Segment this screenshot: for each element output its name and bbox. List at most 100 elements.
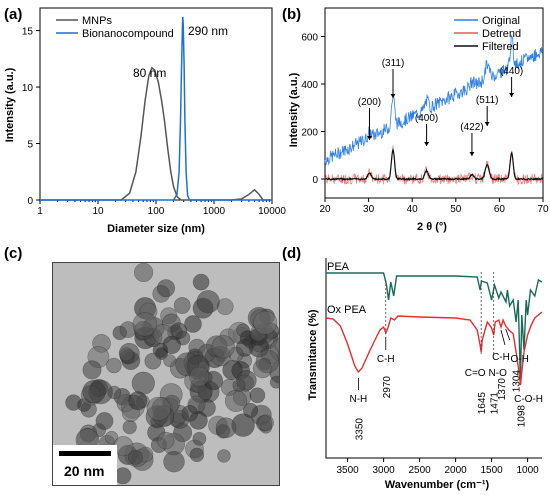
panel-d-xtick-label: 2000 xyxy=(444,465,467,476)
nanoparticle xyxy=(131,371,155,395)
nanoparticle xyxy=(122,420,137,435)
nanoparticle xyxy=(104,431,119,445)
panel-d-xtick-label: 3000 xyxy=(372,465,395,476)
scale-bar-label: 20 nm xyxy=(64,463,104,479)
nanoparticle xyxy=(134,263,154,282)
nanoparticle xyxy=(257,414,274,431)
panel-b-xlabel: 2 θ (°) xyxy=(417,221,447,233)
panel-a-xtick-label: 1000 xyxy=(203,206,226,217)
panel-d-xtick-label: 1500 xyxy=(480,465,503,476)
tem-micrograph: 20 nm xyxy=(52,262,280,486)
panel-a-xlabel: Diameter size (nm) xyxy=(107,223,205,235)
panel-a-series-bionanocompound xyxy=(40,16,272,201)
panel-d-annotation-arrow xyxy=(505,328,511,341)
panel-b-xtick-label: 40 xyxy=(407,204,419,215)
panel-d-annotation-value: 1471 xyxy=(490,392,501,415)
panel-d-annotation-label: C-H xyxy=(377,354,395,365)
panel-d-axes xyxy=(325,258,542,459)
nanoparticle xyxy=(181,405,199,422)
nanoparticle xyxy=(119,347,134,362)
panel-d-annotation-label: O-H xyxy=(511,354,529,365)
panel-b-ytick-label: 200 xyxy=(301,128,318,139)
panel-b-ytick-label: 600 xyxy=(301,33,318,44)
nanoparticle xyxy=(132,312,158,337)
panel-b-xtick-label: 20 xyxy=(319,204,331,215)
nanoparticle xyxy=(269,375,279,389)
nanoparticle xyxy=(249,387,266,404)
panel-b-xtick-label: 70 xyxy=(537,204,549,215)
nanoparticle xyxy=(224,389,248,412)
nanoparticle xyxy=(215,417,237,439)
nanoparticle xyxy=(163,354,177,368)
panel-b-peak-arrowhead xyxy=(390,94,396,98)
nanoparticle xyxy=(211,334,235,359)
nanoparticle xyxy=(253,310,278,335)
panel-b-chart: 20 30 40 50 60 70 0 200 400 600 (200) (311) (400) (42… xyxy=(301,7,549,215)
panel-b-peak-arrowhead xyxy=(424,142,430,146)
panel-b-legend-original: Original xyxy=(482,15,520,27)
panel-a-series-mnps xyxy=(40,66,272,201)
panel-a-letter: (a) xyxy=(4,6,22,23)
panel-a-chart: 1 10 100 1000 10000 0 5 10 15 xyxy=(22,7,286,217)
nanoparticle xyxy=(162,335,182,355)
panel-d-series-pea xyxy=(326,272,543,381)
nanoparticle xyxy=(196,290,220,314)
nanoparticle xyxy=(232,378,246,392)
panel-d-series-oxpea xyxy=(325,311,543,386)
nanoparticle xyxy=(184,315,202,333)
nanoparticle xyxy=(163,451,185,473)
nanoparticle xyxy=(127,450,143,465)
panel-a-xtick-label: 10 xyxy=(92,206,104,217)
panel-b-peak-label: (440) xyxy=(500,66,523,77)
panel-b-peak-label: (400) xyxy=(415,113,438,124)
panel-b-ylabel: Intensity (a.u.) xyxy=(288,72,300,147)
nanoparticle xyxy=(170,322,188,340)
panel-d-series-oxpea: Ox PEA xyxy=(327,304,367,316)
panel-b-legend-filtered: Filtered xyxy=(482,41,519,53)
panel-d-xtick-label: 2500 xyxy=(408,465,431,476)
panel-d-ylabel: Transmitance (%) xyxy=(307,309,319,400)
panel-b-xtick-label: 30 xyxy=(363,204,375,215)
panel-b-xtick-label: 50 xyxy=(450,204,462,215)
panel-b-peak-label: (422) xyxy=(460,122,483,133)
panel-a-ytick-label: 15 xyxy=(22,27,34,38)
panel-a-annotation-290: 290 nm xyxy=(188,24,228,38)
nanoparticle xyxy=(95,412,114,430)
panel-d-annotation-label: C-H xyxy=(492,352,510,363)
nanoparticle xyxy=(128,391,148,411)
panel-b-series-detrend xyxy=(324,145,544,185)
panel-b-peak-label: (311) xyxy=(382,58,405,69)
nanoparticle xyxy=(114,467,132,485)
panel-a-xtick-label: 100 xyxy=(148,206,165,217)
panel-b-xtick-label: 60 xyxy=(494,204,506,215)
nanoparticle xyxy=(157,279,176,298)
panel-b-legend-detrend: Detrend xyxy=(482,28,521,40)
panel-b-frame xyxy=(324,7,544,199)
panel-d-annotation-label: N-O xyxy=(489,368,508,379)
panel-d-series-pea: PEA xyxy=(327,261,350,273)
nanoparticle xyxy=(189,447,205,463)
panel-d-annotation-value: 3350 xyxy=(354,418,365,441)
panel-b-peak-arrowhead xyxy=(484,122,490,126)
panel-a-ytick-label: 5 xyxy=(27,140,33,151)
panel-a-legend-bionano: Bionanocompound xyxy=(82,28,174,40)
nanoparticle xyxy=(82,360,102,380)
panel-a-ylabel: Intensity (a.u.) xyxy=(4,67,16,142)
panel-b-peak-arrowhead xyxy=(366,136,372,140)
nanoparticle xyxy=(235,339,254,357)
panel-b-series-filtered xyxy=(324,148,544,182)
panel-b-letter: (b) xyxy=(282,6,301,23)
panel-d-xtick-label: 3500 xyxy=(336,465,359,476)
panel-d-annotation-value: 1304 xyxy=(512,370,523,393)
panel-d-xtick-label: 1000 xyxy=(516,465,539,476)
panel-d-letter: (d) xyxy=(282,245,301,262)
panel-d-annotation-value: 1098 xyxy=(517,405,528,428)
panel-a-ytick-label: 0 xyxy=(27,196,33,207)
panel-d-annotation-value: 1645 xyxy=(477,392,488,415)
nanoparticle xyxy=(192,273,210,291)
panel-d-annotation-label: C=O xyxy=(465,368,486,379)
panel-d-annotation-value: 1370 xyxy=(497,378,508,401)
panel-b-series-original xyxy=(324,34,544,166)
panel-d-chart: 3500 3000 2500 2000 1500 1000 N-H 3350 C-H 2970 C=… xyxy=(325,258,543,476)
